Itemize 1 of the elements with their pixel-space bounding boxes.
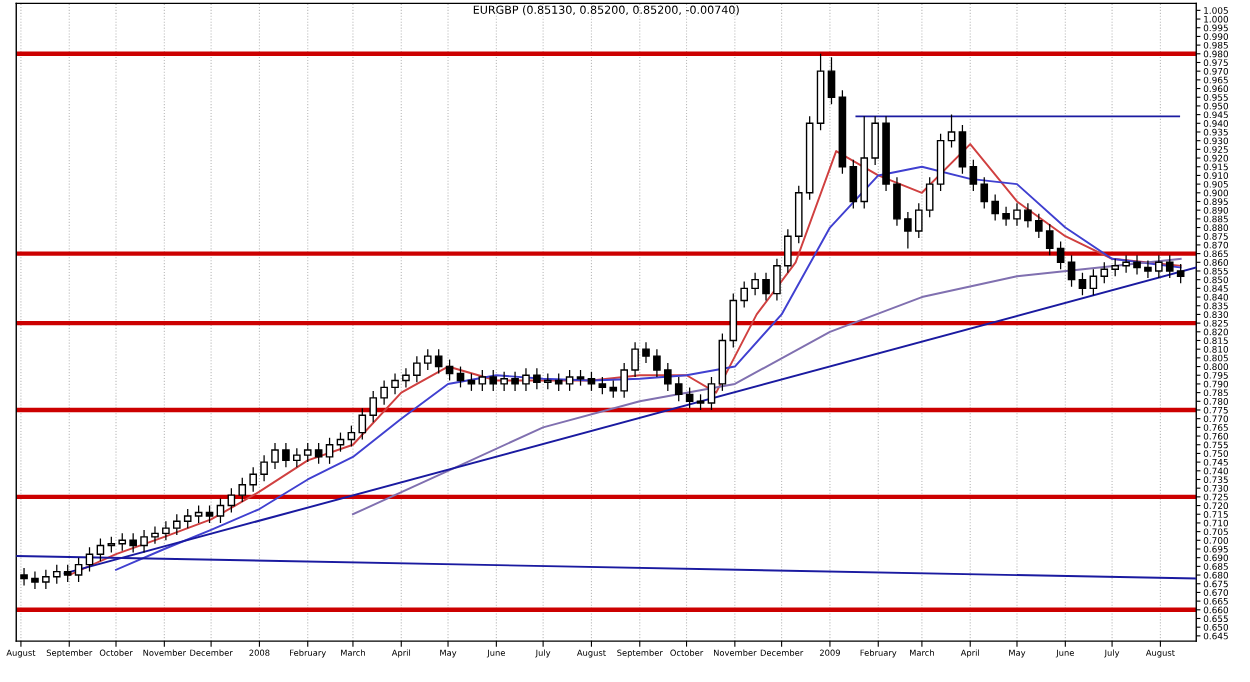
line-series	[351, 257, 1182, 516]
